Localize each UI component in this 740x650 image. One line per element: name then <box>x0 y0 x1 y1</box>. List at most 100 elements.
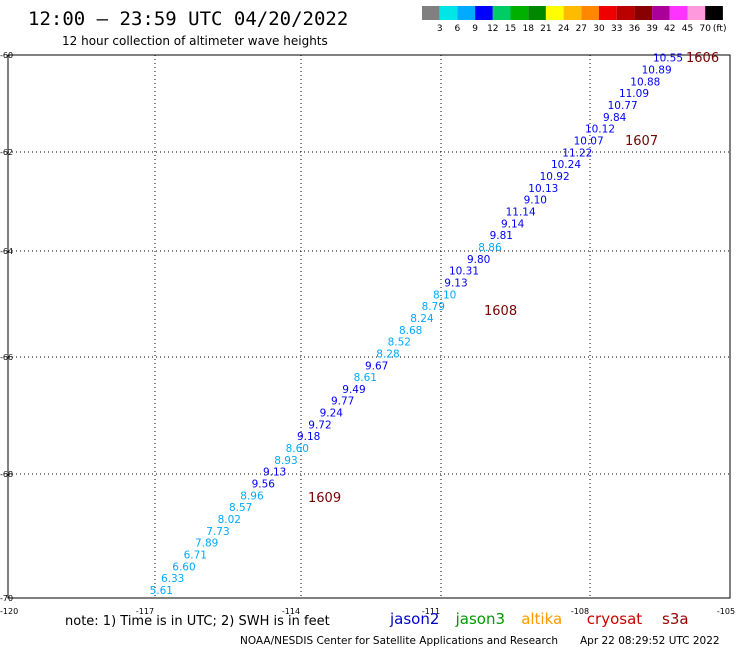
lon-tick-label: -111 <box>422 607 440 616</box>
wave-height-label: 10.24 <box>551 159 581 171</box>
wave-height-label: 9.84 <box>603 112 627 124</box>
wave-height-label: 9.13 <box>444 277 467 289</box>
legend-swatch <box>457 6 476 20</box>
legend-swatch <box>422 6 440 20</box>
lat-tick-label: -70 <box>0 594 13 603</box>
legend-label: 30 <box>593 24 605 34</box>
wave-height-label: 7.89 <box>195 538 218 550</box>
credit-text: NOAA/NESDIS Center for Satellite Applica… <box>240 635 558 647</box>
pass-number-label: 1606 <box>686 51 719 66</box>
lat-tick-label: -62 <box>0 148 13 157</box>
legend-label: 36 <box>629 24 641 34</box>
wave-height-label: 10.92 <box>540 171 570 183</box>
wave-height-label: 9.81 <box>490 230 513 242</box>
lat-tick-label: -66 <box>0 353 13 362</box>
legend-label: 12 <box>487 24 498 34</box>
satellite-name: jason2 <box>389 610 439 628</box>
lon-tick-label: -114 <box>282 607 300 616</box>
color-legend: 3 6 9 12 15 18 21 24 27 30 33 36 39 42 45 70 (ft) <box>422 6 726 34</box>
wave-height-label: 8.60 <box>286 443 309 455</box>
page-title: 12:00 – 23:59 UTC 04/20/2022 <box>28 8 348 30</box>
pass-number-label: 1609 <box>308 491 341 506</box>
legend-swatch <box>581 6 599 20</box>
legend-label: 21 <box>540 24 551 34</box>
lat-tick-label: -68 <box>0 470 13 479</box>
legend-label: 24 <box>558 24 570 34</box>
legend-swatch <box>528 6 546 20</box>
pass-number-label: 1607 <box>625 134 658 149</box>
wave-height-label: 9.49 <box>342 384 365 396</box>
wave-height-label: 8.24 <box>410 313 434 325</box>
legend-label: 27 <box>576 24 587 34</box>
wave-height-label: 11.22 <box>562 147 592 159</box>
lat-tick-label: -64 <box>0 247 13 256</box>
satellite-legend: jason2 jason3 altika cryosat s3a <box>389 610 689 628</box>
footer-note: note: 1) Time is in UTC; 2) SWH is in fe… <box>65 614 330 629</box>
page-subtitle: 12 hour collection of altimeter wave hei… <box>62 34 328 48</box>
satellite-name: jason3 <box>455 610 505 628</box>
legend-unit: (ft) <box>713 24 727 34</box>
legend-label: 6 <box>455 24 461 34</box>
wave-height-label: 9.56 <box>252 479 276 491</box>
wave-height-label: 9.10 <box>524 195 547 207</box>
legend-swatch <box>510 6 529 20</box>
legend-label: 33 <box>611 24 622 34</box>
wave-height-label: 11.09 <box>619 88 649 100</box>
wave-height-label: 10.12 <box>585 124 615 136</box>
observation-labels: 10.5510.8910.8811.0910.779.8410.1210.071… <box>150 53 683 597</box>
wave-height-label: 6.71 <box>184 550 207 562</box>
wave-height-label: 6.33 <box>161 573 184 585</box>
wave-height-label: 8.52 <box>388 337 411 349</box>
wave-height-label: 10.13 <box>528 183 558 195</box>
wave-height-label: 9.14 <box>501 218 525 230</box>
legend-swatch <box>563 6 582 20</box>
lat-lon-grid <box>8 55 730 598</box>
wave-height-label: 11.14 <box>506 206 536 218</box>
wave-height-label: 10.77 <box>608 100 638 112</box>
legend-swatch <box>616 6 635 20</box>
legend-label: 15 <box>505 24 516 34</box>
wave-height-label: 8.28 <box>376 348 399 360</box>
lon-tick-label: -108 <box>571 607 589 616</box>
wave-height-label: 8.93 <box>274 455 297 467</box>
wave-height-label: 8.68 <box>399 325 422 337</box>
legend-swatch <box>634 6 653 20</box>
axis-ticks: -120 -117 -114 -111 -108 -105 -60 -62 -64 -66 -68 -… <box>0 51 735 616</box>
legend-label: 18 <box>522 24 534 34</box>
map-frame <box>7 54 731 599</box>
lon-tick-label: -120 <box>0 607 18 616</box>
wave-height-label: 10.88 <box>630 76 660 88</box>
satellite-name: s3a <box>662 610 689 628</box>
wave-height-label: 8.79 <box>422 301 445 313</box>
legend-swatch <box>705 6 723 20</box>
wave-height-label: 8.57 <box>229 502 252 514</box>
lon-tick-label: -105 <box>717 607 735 616</box>
wave-height-label: 8.02 <box>218 514 241 526</box>
timestamp-text: Apr 22 08:29:52 UTC 2022 <box>580 635 720 647</box>
wave-height-label: 7.73 <box>206 526 229 538</box>
legend-swatch <box>492 6 511 20</box>
pass-number-label: 1608 <box>484 304 517 319</box>
legend-swatch <box>439 6 458 20</box>
legend-swatch <box>652 6 670 20</box>
wave-height-label: 9.24 <box>320 408 344 420</box>
pass-labels: 1606 1607 1608 1609 <box>308 51 719 506</box>
legend-swatch <box>669 6 688 20</box>
legend-label: 45 <box>682 24 693 34</box>
wave-height-label: 8.61 <box>354 372 377 384</box>
legend-swatch <box>687 6 706 20</box>
wave-height-label: 10.31 <box>449 266 479 278</box>
satellite-name: altika <box>521 610 562 628</box>
wave-height-label: 9.18 <box>297 431 320 443</box>
wave-height-label: 9.77 <box>331 396 354 408</box>
legend-swatch <box>545 6 564 20</box>
wave-height-label: 9.67 <box>365 360 388 372</box>
wave-height-label: 9.80 <box>467 254 490 266</box>
legend-label: 39 <box>646 24 658 34</box>
lon-tick-label: -117 <box>136 607 154 616</box>
legend-swatch <box>599 6 617 20</box>
wave-height-label: 8.96 <box>240 490 264 502</box>
legend-label: 70 <box>699 24 711 34</box>
wave-height-label: 10.07 <box>574 136 604 148</box>
